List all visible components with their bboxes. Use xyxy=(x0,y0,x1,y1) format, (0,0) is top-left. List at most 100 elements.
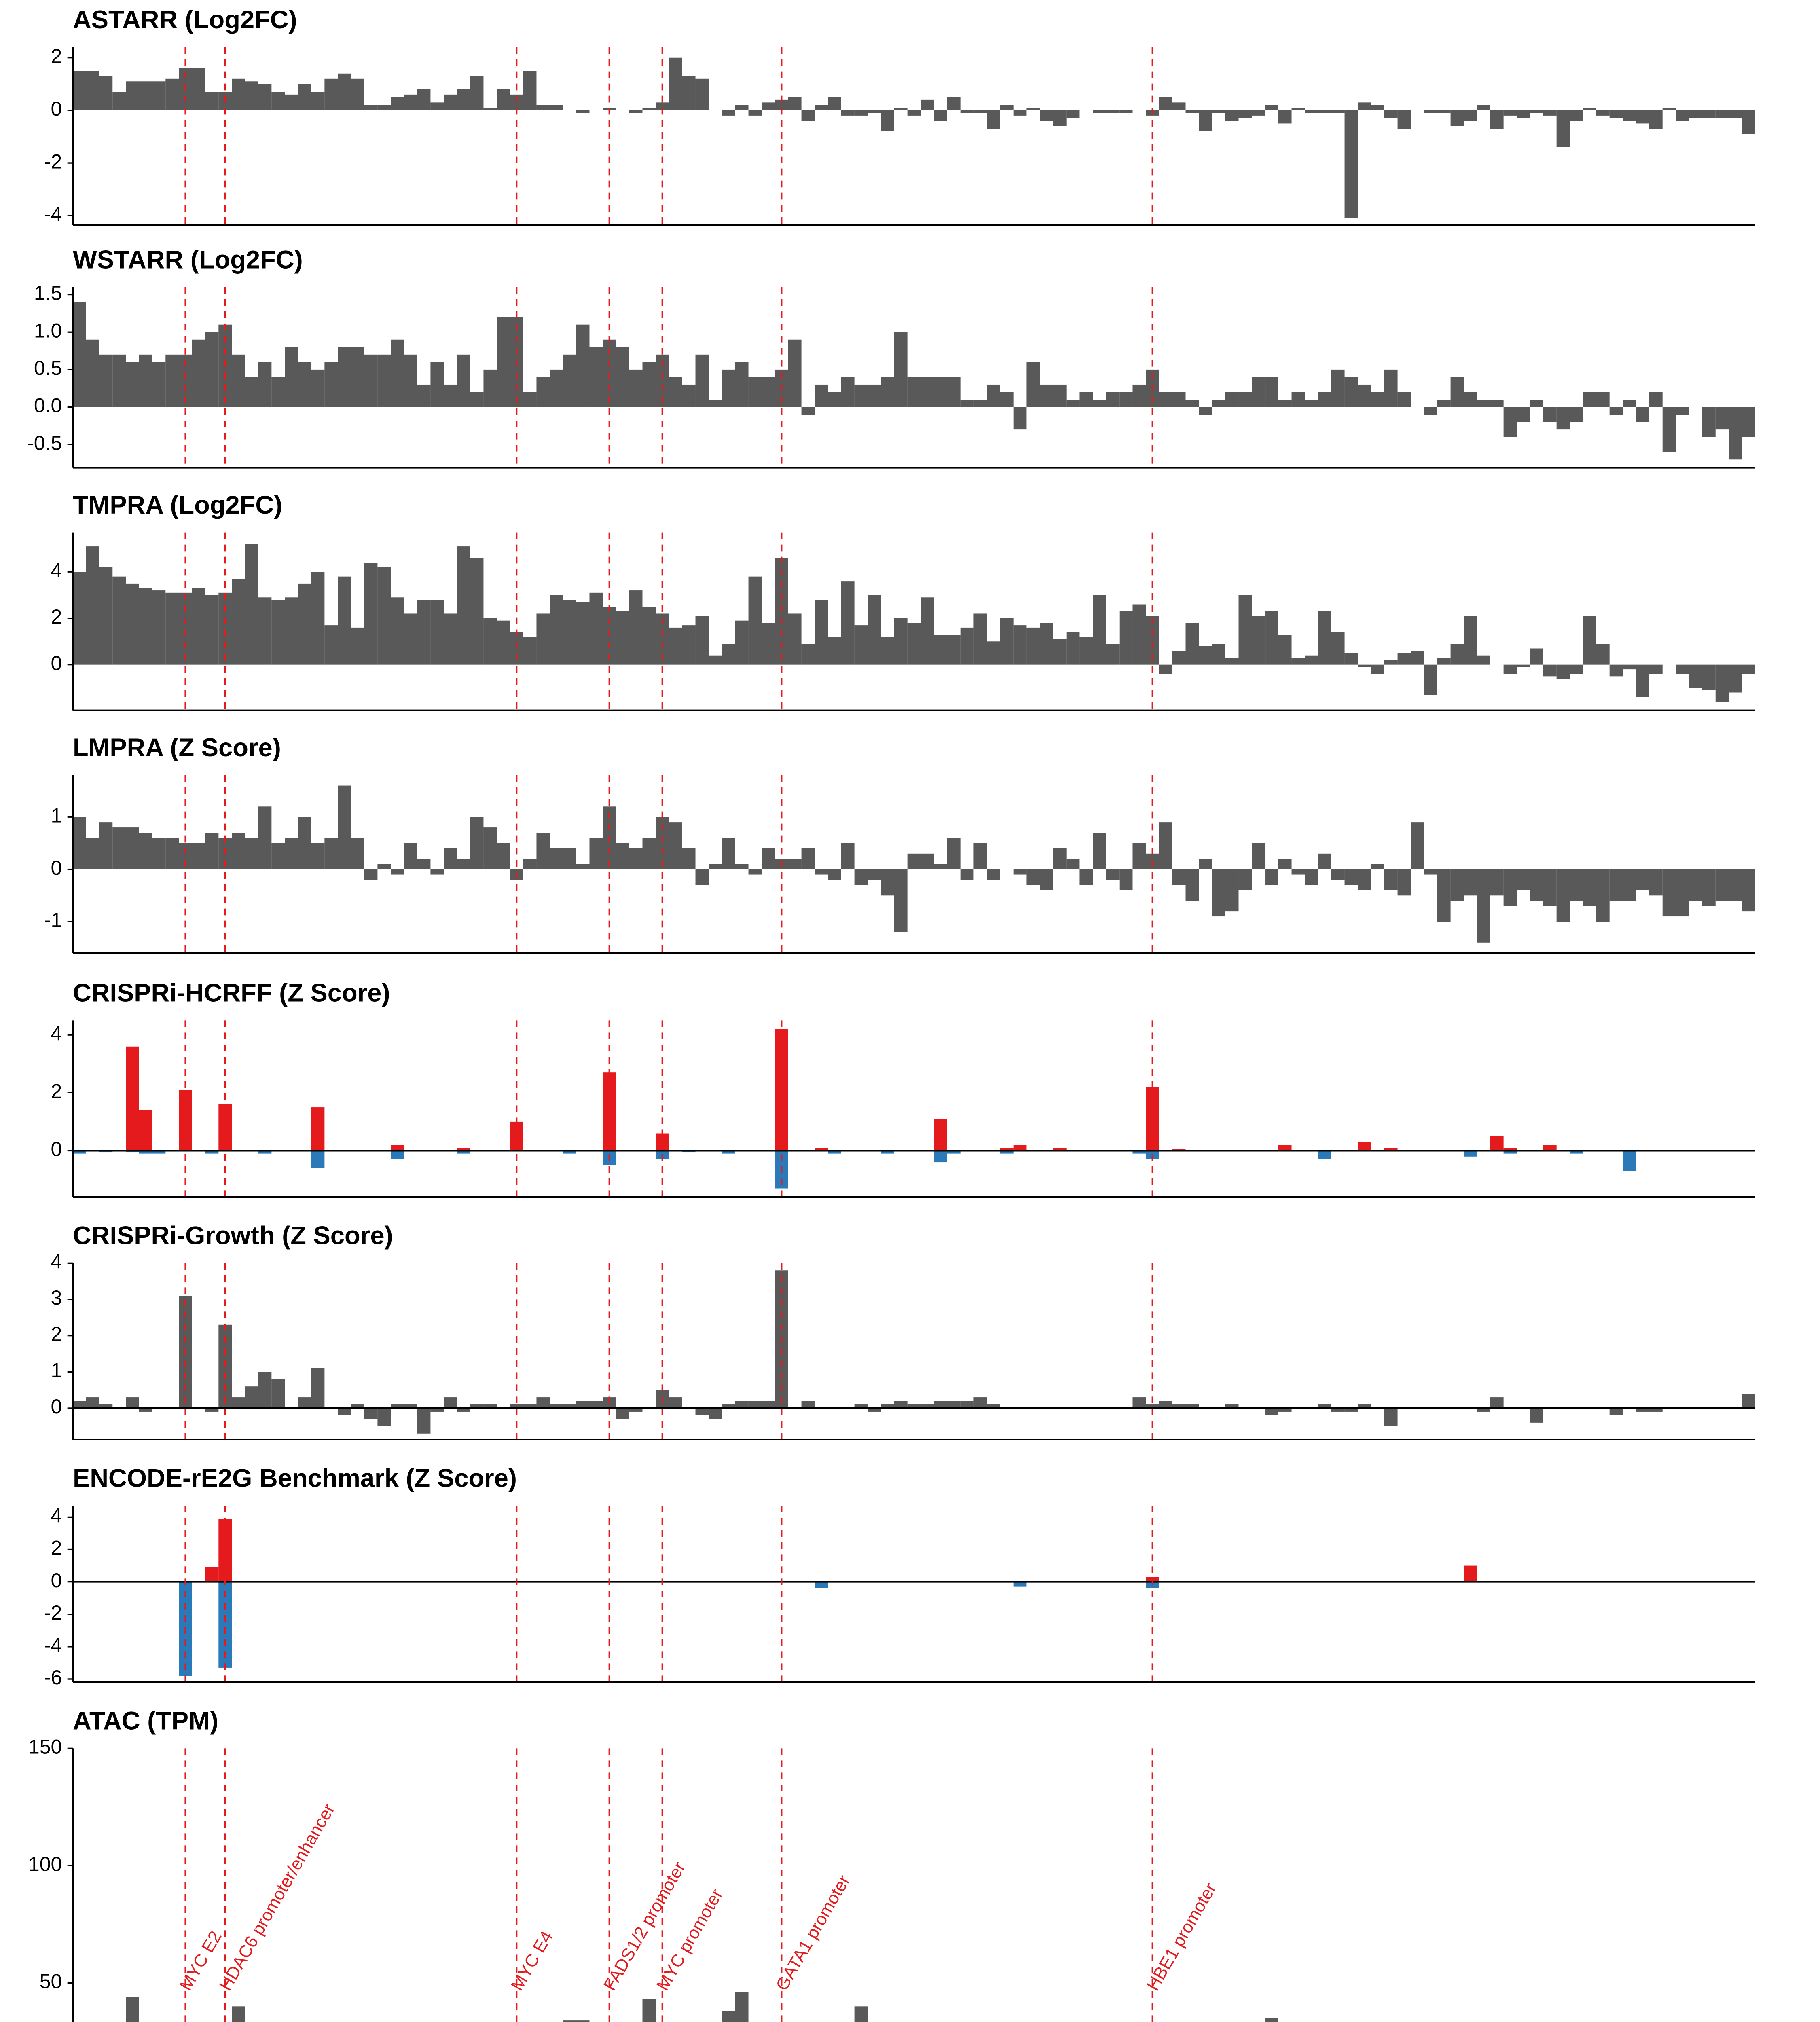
bar xyxy=(271,377,285,407)
bar xyxy=(1358,1142,1371,1151)
bar xyxy=(947,97,961,110)
bar xyxy=(576,110,590,113)
bar xyxy=(1358,384,1371,407)
bar xyxy=(762,377,775,407)
bar xyxy=(1609,1408,1623,1415)
bar xyxy=(894,1401,908,1408)
bar xyxy=(205,1408,219,1412)
bar xyxy=(934,110,947,121)
bar xyxy=(391,1145,404,1151)
bar xyxy=(1278,1408,1292,1412)
bar xyxy=(1715,407,1729,430)
bar xyxy=(470,1404,484,1408)
bar xyxy=(748,869,762,875)
bar xyxy=(152,838,166,869)
y-tick-label: 100 xyxy=(28,1853,62,1876)
bar xyxy=(1477,400,1490,407)
bar xyxy=(232,78,245,110)
bar xyxy=(165,78,179,110)
bar xyxy=(1570,407,1583,422)
bar xyxy=(1450,377,1464,407)
bar xyxy=(1464,392,1477,407)
bar xyxy=(364,354,378,407)
panel-title: ASTARR (Log2FC) xyxy=(73,6,297,34)
bar xyxy=(1053,1148,1067,1151)
bar xyxy=(285,347,298,407)
bar xyxy=(550,369,563,407)
bar xyxy=(444,94,457,110)
bar xyxy=(881,110,894,131)
bar xyxy=(1384,1148,1398,1151)
bar xyxy=(311,1368,325,1408)
bar xyxy=(112,354,126,407)
bar xyxy=(1384,1408,1398,1426)
bar xyxy=(1225,869,1239,912)
bar xyxy=(987,110,1000,129)
bar xyxy=(815,384,828,407)
bar xyxy=(1596,110,1610,116)
bar xyxy=(1596,869,1610,922)
bar xyxy=(391,97,404,110)
bar xyxy=(152,362,166,407)
bar xyxy=(1291,869,1305,875)
bar xyxy=(338,1408,351,1415)
bar xyxy=(324,838,338,869)
bar xyxy=(298,817,311,869)
bar xyxy=(748,576,762,665)
bar xyxy=(298,84,311,110)
bar xyxy=(205,92,219,110)
bar xyxy=(232,579,245,665)
bar xyxy=(1437,869,1451,922)
bar xyxy=(205,332,219,407)
bar xyxy=(629,110,643,113)
bar xyxy=(934,864,947,869)
bar xyxy=(1119,869,1133,890)
bar xyxy=(152,590,166,665)
bar xyxy=(762,102,775,110)
bar xyxy=(1212,644,1225,665)
bar xyxy=(1026,627,1040,665)
bar xyxy=(642,1999,656,2022)
annotation-label: GATA1 promoter xyxy=(772,1872,854,1994)
bar xyxy=(298,1397,311,1408)
bar xyxy=(271,600,285,665)
bar xyxy=(1662,869,1676,917)
bar xyxy=(139,1151,152,1154)
bar xyxy=(1636,869,1649,890)
bar xyxy=(1384,110,1398,118)
bar xyxy=(1172,869,1186,885)
bar xyxy=(682,384,696,407)
bar xyxy=(391,869,404,875)
bar xyxy=(762,623,775,665)
bar xyxy=(1159,1401,1172,1408)
panel-title: CRISPRi-HCRFF (Z Score) xyxy=(73,979,390,1007)
bar xyxy=(1344,653,1358,665)
bar xyxy=(1556,110,1570,148)
bar xyxy=(1093,400,1106,407)
y-tick-label: 2 xyxy=(51,1323,62,1345)
bar xyxy=(973,400,987,407)
bar xyxy=(1146,1404,1159,1408)
y-tick-label: 2 xyxy=(51,1080,62,1102)
bar xyxy=(232,354,245,407)
bar xyxy=(1490,110,1504,129)
bar xyxy=(1490,400,1504,407)
bar xyxy=(1371,105,1384,110)
bar xyxy=(258,84,272,110)
y-tick-label: 150 xyxy=(28,1736,62,1758)
bar xyxy=(364,1408,378,1419)
bar xyxy=(1543,407,1557,422)
bar xyxy=(483,827,497,869)
bar xyxy=(1371,864,1384,869)
bar xyxy=(854,110,868,116)
bar xyxy=(1159,822,1172,869)
bar xyxy=(444,613,457,665)
y-tick-label: 4 xyxy=(51,1250,62,1273)
y-tick-label: 1.5 xyxy=(34,282,62,305)
bar xyxy=(1238,392,1252,407)
bar xyxy=(1132,843,1146,869)
bar xyxy=(828,1151,841,1154)
bar xyxy=(391,1404,404,1408)
bar xyxy=(1278,635,1292,665)
bar xyxy=(960,869,974,880)
